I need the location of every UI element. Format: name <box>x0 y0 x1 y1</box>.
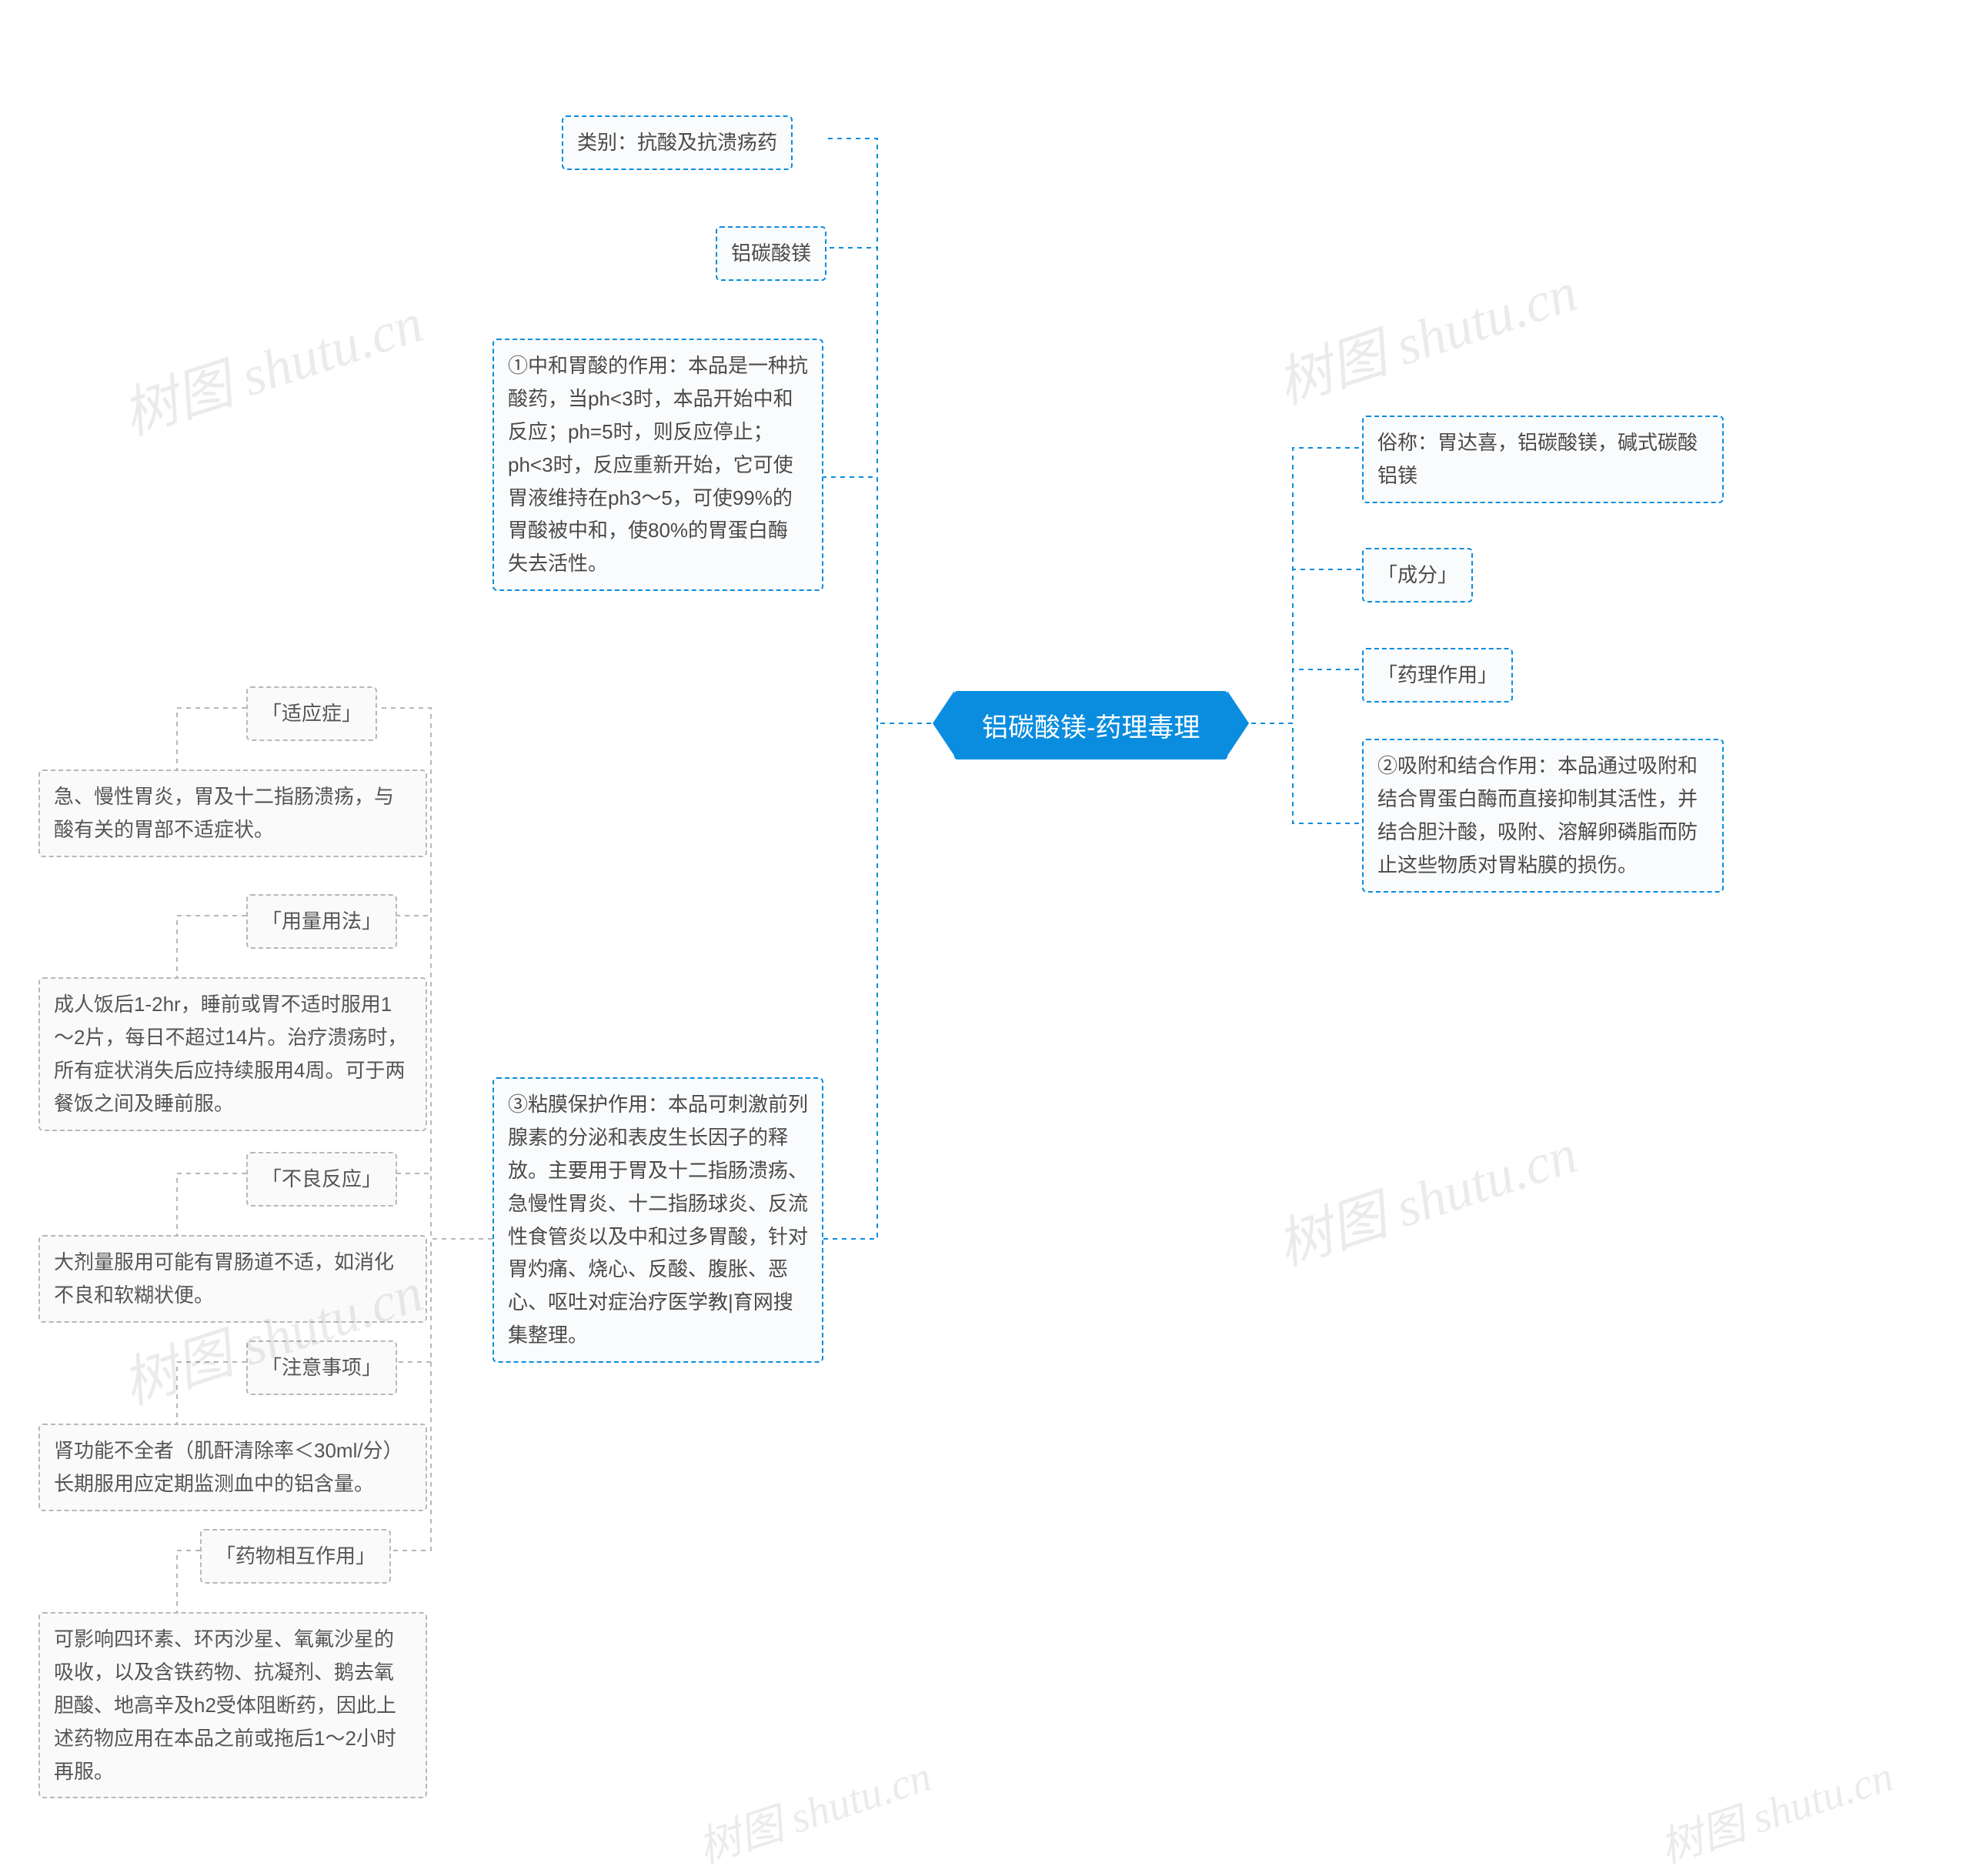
right-node-alias-text: 俗称：胃达喜，铝碳酸镁，碱式碳酸铝镁 <box>1377 431 1698 487</box>
right-node-effect2-text: ②吸附和结合作用：本品通过吸附和结合胃蛋白酶而直接抑制其活性，并结合胆汁酸，吸附… <box>1377 754 1698 876</box>
leftsub-h5-text: 「药物相互作用」 <box>215 1544 376 1567</box>
leftsub-c5-text: 可影响四环素、环丙沙星、氧氟沙星的吸收，以及含铁药物、抗凝剂、鹅去氧胆酸、地高辛… <box>54 1627 396 1783</box>
watermark: 树图 shutu.cn <box>1651 1741 1900 1875</box>
left-node-category-text: 类别：抗酸及抗溃疡药 <box>577 131 777 154</box>
leftsub-h2-text: 「用量用法」 <box>262 910 382 933</box>
left-node-name-text: 铝碳酸镁 <box>731 242 811 265</box>
left-node-effect3: ③粘膜保护作用：本品可刺激前列腺素的分泌和表皮生长因子的释放。主要用于胃及十二指… <box>492 1077 823 1363</box>
leftsub-c4: 肾功能不全者（肌酐清除率＜30ml/分）长期服用应定期监测血中的铝含量。 <box>38 1424 427 1511</box>
right-node-pharma-text: 「药理作用」 <box>1377 663 1498 686</box>
leftsub-h1: 「适应症」 <box>246 686 377 741</box>
leftsub-c4-text: 肾功能不全者（肌酐清除率＜30ml/分）长期服用应定期监测血中的铝含量。 <box>54 1439 403 1495</box>
leftsub-h3: 「不良反应」 <box>246 1152 397 1207</box>
leftsub-h1-text: 「适应症」 <box>262 702 362 725</box>
leftsub-h2: 「用量用法」 <box>246 894 397 949</box>
left-node-category: 类别：抗酸及抗溃疡药 <box>562 115 793 170</box>
leftsub-c3-text: 大剂量服用可能有胃肠道不适，如消化不良和软糊状便。 <box>54 1250 394 1307</box>
leftsub-c2: 成人饭后1-2hr，睡前或胃不适时服用1～2片，每日不超过14片。治疗溃疡时，所… <box>38 977 427 1131</box>
leftsub-h5: 「药物相互作用」 <box>200 1529 391 1584</box>
right-node-ingredient: 「成分」 <box>1362 548 1473 603</box>
leftsub-h3-text: 「不良反应」 <box>262 1167 382 1190</box>
left-node-effect3-text: ③粘膜保护作用：本品可刺激前列腺素的分泌和表皮生长因子的释放。主要用于胃及十二指… <box>508 1093 808 1347</box>
watermark: 树图 shutu.cn <box>111 277 432 450</box>
leftsub-c1: 急、慢性胃炎，胃及十二指肠溃疡，与酸有关的胃部不适症状。 <box>38 769 427 857</box>
right-node-alias: 俗称：胃达喜，铝碳酸镁，碱式碳酸铝镁 <box>1362 416 1724 503</box>
leftsub-c1-text: 急、慢性胃炎，胃及十二指肠溃疡，与酸有关的胃部不适症状。 <box>54 785 394 841</box>
watermark: 树图 shutu.cn <box>1265 1108 1586 1281</box>
leftsub-h4-text: 「注意事项」 <box>262 1356 382 1379</box>
left-node-effect1: ①中和胃酸的作用：本品是一种抗酸药，当ph<3时，本品开始中和反应；ph=5时，… <box>492 339 823 591</box>
center-label: 铝碳酸镁-药理毒理 <box>982 713 1200 743</box>
leftsub-h4: 「注意事项」 <box>246 1340 397 1395</box>
right-node-pharma: 「药理作用」 <box>1362 648 1513 703</box>
center-node: 铝碳酸镁-药理毒理 <box>954 691 1227 759</box>
left-node-effect1-text: ①中和胃酸的作用：本品是一种抗酸药，当ph<3时，本品开始中和反应；ph=5时，… <box>508 354 808 575</box>
watermark: 树图 shutu.cn <box>689 1741 938 1875</box>
right-node-ingredient-text: 「成分」 <box>1377 563 1457 586</box>
leftsub-c2-text: 成人饭后1-2hr，睡前或胃不适时服用1～2片，每日不超过14片。治疗溃疡时，所… <box>54 993 407 1115</box>
watermark: 树图 shutu.cn <box>1265 246 1586 419</box>
leftsub-c3: 大剂量服用可能有胃肠道不适，如消化不良和软糊状便。 <box>38 1235 427 1323</box>
right-node-effect2: ②吸附和结合作用：本品通过吸附和结合胃蛋白酶而直接抑制其活性，并结合胆汁酸，吸附… <box>1362 739 1724 893</box>
leftsub-c5: 可影响四环素、环丙沙星、氧氟沙星的吸收，以及含铁药物、抗凝剂、鹅去氧胆酸、地高辛… <box>38 1612 427 1798</box>
left-node-name: 铝碳酸镁 <box>716 226 826 281</box>
